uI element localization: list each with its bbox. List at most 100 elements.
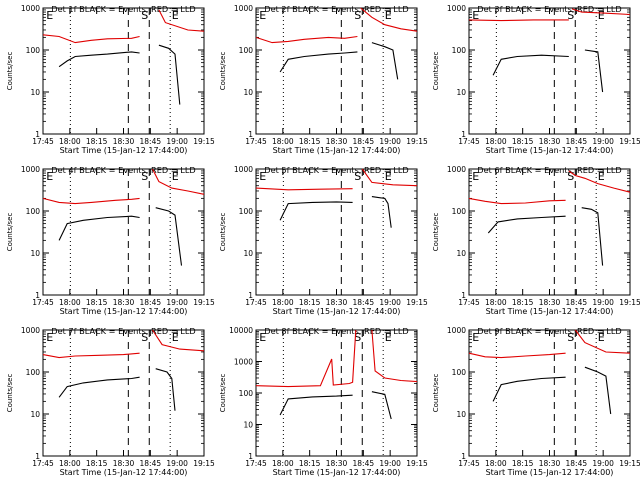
- series-line-lld: [371, 329, 418, 383]
- plot-frame: [255, 168, 418, 296]
- y-tick-label: 10000: [229, 326, 253, 335]
- x-tick-label: 19:00: [379, 137, 401, 146]
- series-line-events: [487, 215, 566, 234]
- region-annotation: E: [385, 170, 392, 183]
- x-axis-label: Start Time (15-Jan-12 17:44:00): [273, 468, 401, 477]
- region-annotation: S: [141, 9, 148, 22]
- series-line-events: [158, 44, 181, 105]
- region-annotation: E: [472, 9, 479, 22]
- region-annotation: S: [567, 9, 574, 22]
- x-tick-label: 19:15: [193, 459, 215, 468]
- series-line-events: [155, 368, 176, 411]
- series-line-events: [581, 207, 604, 266]
- series-line-lld: [468, 352, 566, 359]
- x-tick-label: 18:30: [326, 298, 348, 307]
- x-tick-label: 18:15: [86, 459, 108, 468]
- x-tick-label: 18:15: [512, 137, 534, 146]
- x-tick-label: 18:45: [353, 459, 375, 468]
- y-tick-label: 100: [239, 207, 254, 216]
- region-annotation: E: [46, 170, 53, 183]
- y-tick-label: 1: [461, 452, 466, 461]
- y-tick-label: 10: [456, 88, 466, 97]
- y-tick-label: 1000: [234, 4, 253, 13]
- y-axis-label: Counts/sec: [432, 213, 440, 252]
- detector-panel-5: Det 5f BLACK = Events, RED = LLD11010010…: [219, 165, 428, 316]
- region-annotation: E: [472, 170, 479, 183]
- x-tick-label: 17:45: [245, 459, 267, 468]
- y-tick-label: 1: [248, 291, 253, 300]
- x-tick-label: 18:00: [272, 459, 294, 468]
- y-tick-label: 1: [248, 452, 253, 461]
- series-line-lld: [361, 168, 418, 187]
- region-annotation: E: [472, 331, 479, 344]
- x-tick-label: 18:30: [113, 298, 135, 307]
- y-tick-label: 1000: [234, 165, 253, 174]
- series-line-events: [584, 366, 612, 415]
- x-tick-label: 17:45: [458, 459, 480, 468]
- x-tick-label: 19:00: [592, 298, 614, 307]
- detector-panel-8: Det 8f BLACK = Events, RED = LLD11010010…: [219, 326, 428, 477]
- series-line-lld: [42, 34, 140, 44]
- y-tick-label: 100: [26, 207, 41, 216]
- x-tick-label: 19:00: [379, 298, 401, 307]
- y-tick-label: 10: [456, 410, 466, 419]
- region-annotation: E: [172, 9, 179, 22]
- detector-panel-3: Det 3f BLACK = Events, RED = LLD11010010…: [432, 4, 640, 155]
- region-annotation: E: [46, 9, 53, 22]
- x-tick-label: 18:00: [272, 137, 294, 146]
- x-tick-label: 18:15: [299, 459, 321, 468]
- series-line-lld: [568, 170, 631, 193]
- series-line-events: [155, 207, 183, 266]
- region-annotation: E: [385, 331, 392, 344]
- series-line-lld: [468, 19, 569, 22]
- x-axis-label: Start Time (15-Jan-12 17:44:00): [486, 146, 614, 155]
- x-tick-label: 19:00: [592, 137, 614, 146]
- region-annotation: E: [259, 170, 266, 183]
- x-tick-label: 17:45: [32, 298, 54, 307]
- y-tick-label: 10: [243, 421, 253, 430]
- y-tick-label: 100: [26, 368, 41, 377]
- x-tick-label: 18:45: [566, 137, 588, 146]
- x-tick-label: 18:45: [140, 137, 162, 146]
- x-tick-label: 18:15: [512, 298, 534, 307]
- series-line-lld: [158, 9, 205, 32]
- x-tick-label: 18:45: [353, 298, 375, 307]
- series-line-lld: [255, 187, 353, 191]
- y-axis-label: Counts/sec: [219, 213, 227, 252]
- x-tick-label: 17:45: [458, 137, 480, 146]
- detector-panel-6: Det 6f BLACK = Events, RED = LLD11010010…: [432, 165, 640, 316]
- y-tick-label: 100: [26, 46, 41, 55]
- series-line-events: [371, 42, 399, 80]
- x-tick-label: 19:00: [379, 459, 401, 468]
- y-tick-label: 10: [243, 88, 253, 97]
- series-line-lld: [255, 35, 358, 44]
- x-tick-label: 18:45: [566, 459, 588, 468]
- x-tick-label: 18:30: [539, 137, 561, 146]
- y-tick-label: 10: [30, 410, 40, 419]
- y-axis-label: Counts/sec: [432, 52, 440, 91]
- y-tick-label: 1000: [447, 4, 466, 13]
- region-annotation: E: [598, 9, 605, 22]
- x-tick-label: 17:45: [458, 298, 480, 307]
- y-axis-label: Counts/sec: [219, 52, 227, 91]
- series-line-events: [584, 49, 604, 93]
- series-line-lld: [152, 168, 205, 195]
- region-annotation: S: [354, 331, 361, 344]
- series-line-lld: [152, 329, 205, 352]
- x-tick-label: 17:45: [245, 298, 267, 307]
- x-tick-label: 18:00: [485, 137, 507, 146]
- plot-frame: [468, 7, 631, 135]
- y-tick-label: 100: [239, 46, 254, 55]
- y-tick-label: 10: [456, 249, 466, 258]
- x-tick-label: 18:30: [326, 459, 348, 468]
- plot-frame: [468, 168, 631, 296]
- x-tick-label: 18:30: [539, 459, 561, 468]
- series-line-events: [279, 394, 353, 416]
- series-line-events: [371, 196, 392, 228]
- region-annotation: E: [172, 170, 179, 183]
- region-annotation: E: [259, 331, 266, 344]
- region-annotation: E: [172, 331, 179, 344]
- region-annotation: E: [259, 9, 266, 22]
- x-tick-label: 18:30: [539, 298, 561, 307]
- x-tick-label: 19:15: [406, 137, 428, 146]
